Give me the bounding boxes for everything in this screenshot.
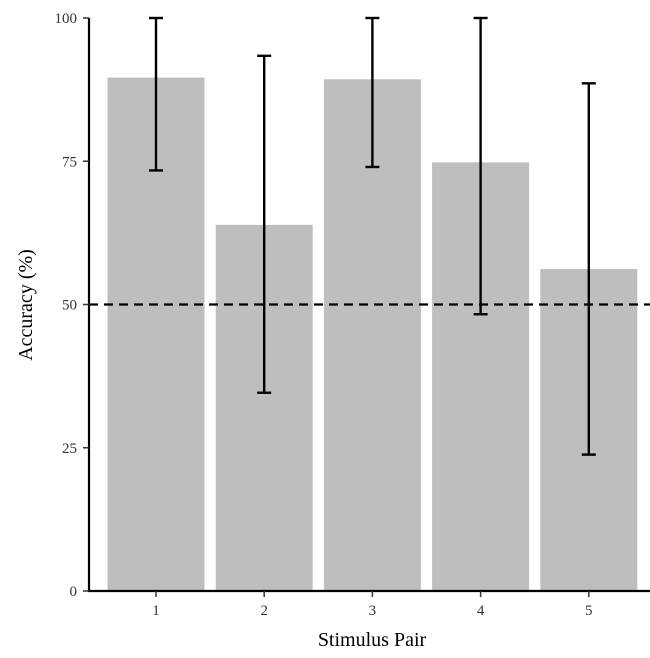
- x-tick-label-3: 3: [369, 603, 377, 619]
- x-axis-title: Stimulus Pair: [318, 629, 427, 651]
- y-tick-label-25: 25: [62, 441, 77, 457]
- y-tick-label-100: 100: [55, 11, 78, 27]
- y-tick-label-0: 0: [70, 584, 78, 600]
- x-tick-label-5: 5: [585, 603, 593, 619]
- x-tick-label-2: 2: [260, 603, 268, 619]
- y-tick-label-50: 50: [62, 298, 77, 314]
- x-tick-label-4: 4: [477, 603, 485, 619]
- y-axis-title: Accuracy (%): [15, 249, 37, 361]
- y-tick-label-75: 75: [62, 154, 77, 170]
- x-tick-label-1: 1: [152, 603, 160, 619]
